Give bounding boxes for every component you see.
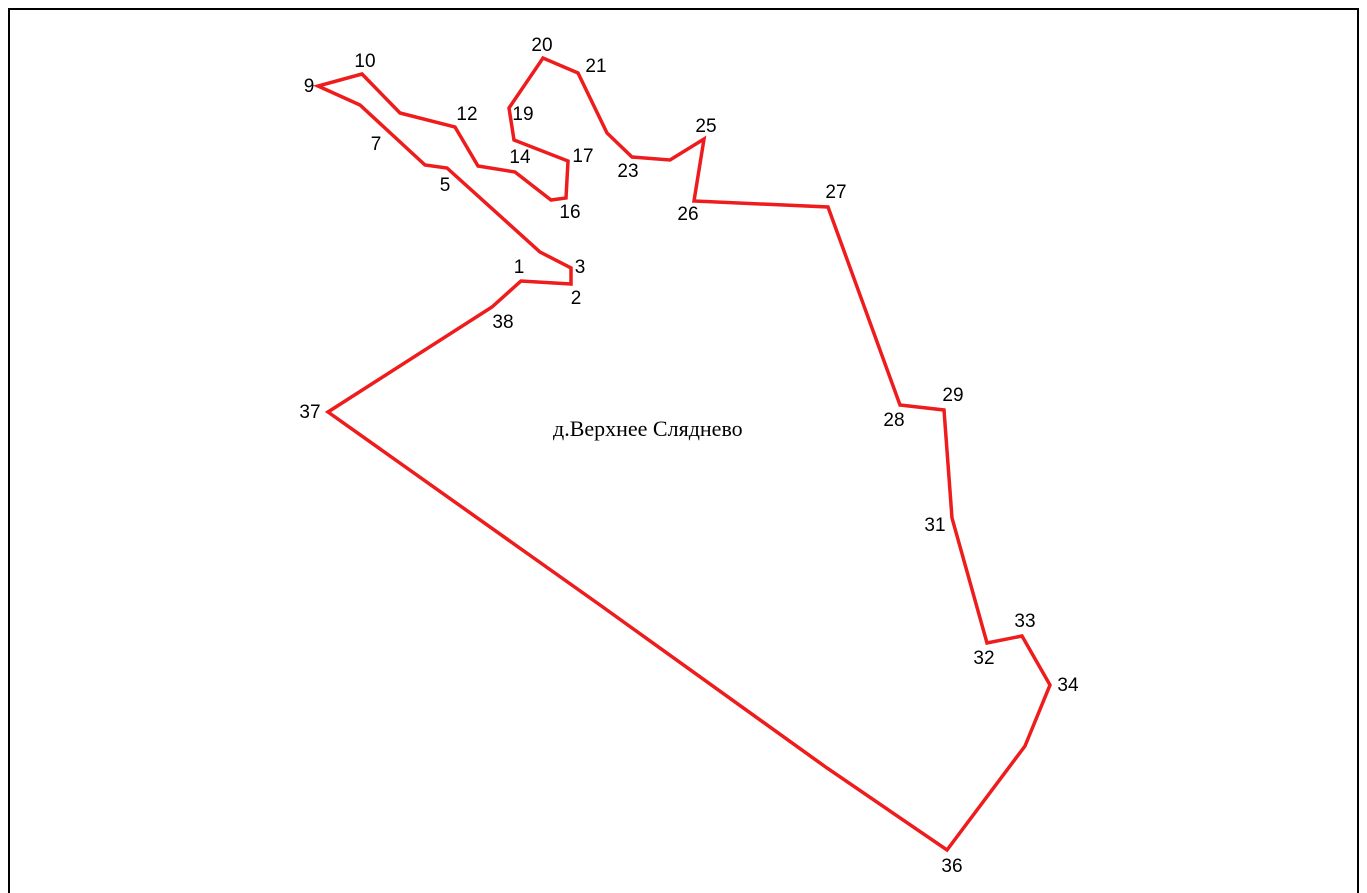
point-label: 31 [924,515,945,536]
point-label: 19 [512,104,533,125]
frame [8,8,1359,893]
point-label: 3 [575,257,586,278]
point-label: 21 [585,56,606,77]
point-label: 37 [299,402,320,423]
point-label: 23 [617,161,638,182]
point-label: 7 [371,134,382,155]
point-label: 10 [354,51,375,72]
point-label: 2 [571,288,582,309]
point-label: 33 [1014,611,1035,632]
point-label: 26 [677,204,698,225]
point-label: 20 [531,35,552,56]
point-label: 1 [514,257,525,278]
point-label: 29 [942,385,963,406]
point-label: 5 [440,175,451,196]
point-label: 17 [572,146,593,167]
point-label: 36 [941,856,962,877]
point-label: 12 [456,104,477,125]
point-label: 27 [825,182,846,203]
point-label: 38 [492,312,513,333]
point-label: 28 [883,410,904,431]
boundary [312,55,1052,853]
point-label: 25 [695,116,716,137]
point-label: 14 [509,147,531,168]
point-label: 16 [559,202,580,223]
place-name: д.Верхнее Сляднево [553,416,743,441]
point-label: 9 [304,76,315,97]
point-label: 34 [1057,675,1079,696]
point-label: 32 [973,648,994,669]
